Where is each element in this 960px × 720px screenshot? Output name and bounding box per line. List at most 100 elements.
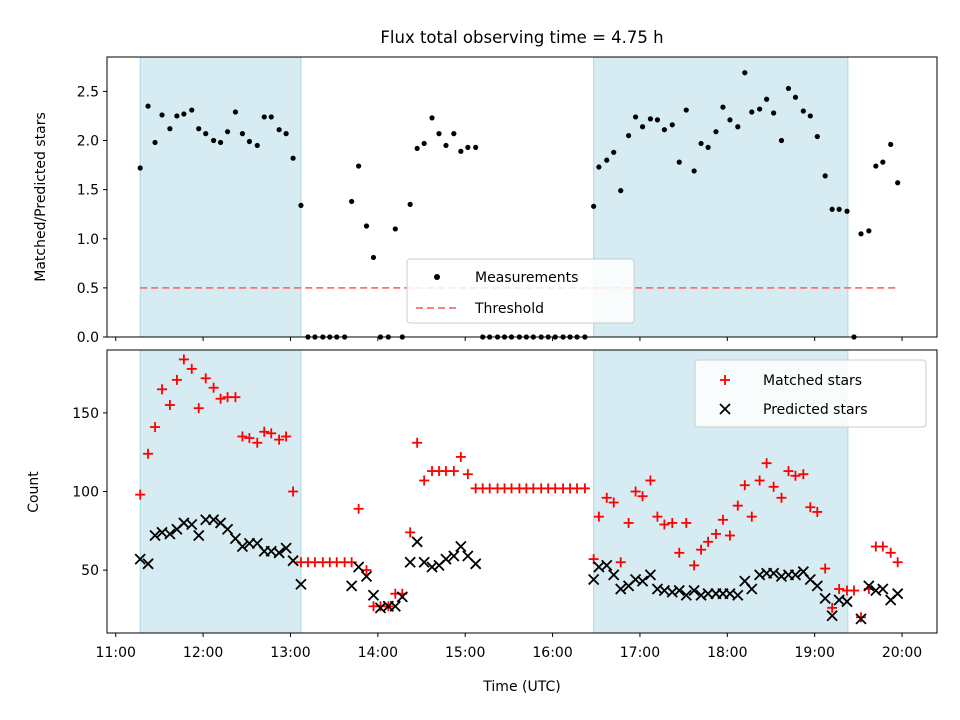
measurement-point [591,203,597,209]
predicted-star-point [819,592,831,605]
matched-star-point [615,557,626,568]
top-panel: 0.0 0.5 1.0 1.5 2.0 2.5 Matched/Predicted sta… [33,56,938,346]
measurement-point [407,201,413,207]
top-plot-frame [106,56,938,338]
measurement-point [451,131,457,137]
measurement-point [436,131,442,137]
measurement-point [181,111,187,117]
measurement-point [669,122,675,128]
matched-star-point [645,475,656,486]
measurement-point [829,206,835,212]
bottom-legend: Matched stars Predicted stars [694,359,927,428]
y-tick-label: 1.5 [77,183,99,199]
measurement-point [203,131,209,137]
predicted-star-point [295,578,307,590]
matched-star-point [720,375,730,385]
measurement-point [232,109,239,115]
predicted-star-point [396,591,408,603]
matched-star-point [754,475,765,486]
bottom-panel: 50 100 150 11:00 12:00 13:00 14:00 15:00 16:00 1… [26,349,938,695]
measurement-point [261,114,267,120]
predicted-star-point [352,561,365,573]
y-tick-label: 100 [72,485,99,501]
legend-x-glyph [719,403,731,415]
x-tick-label: 17:00 [620,645,660,661]
matched-star-point [732,500,743,511]
predicted-star-point [440,553,452,565]
matched-star-point [215,393,226,404]
measurement-point [159,112,165,118]
predicted-star-point [877,583,889,595]
matched-star-point [361,565,372,576]
predicted-star-point [470,558,482,570]
matched-star-point [776,492,787,503]
measurement-point [698,140,704,147]
predicted-star-point [789,569,802,581]
bottom-y-axis-label: Count [26,471,42,513]
matched-star-point [419,475,430,486]
matched-star-point [834,583,845,594]
predicted-star-point [673,584,685,597]
matched-star-point [855,612,866,623]
matched-star-point [244,433,255,444]
measurement-point [888,141,894,148]
matched-star-point [135,489,146,500]
matched-star-point [630,486,641,497]
matched-star-point [259,426,270,437]
matched-star-point [689,560,700,571]
measurement-point [174,113,180,119]
legend-measurements-label: Measurements [475,270,578,286]
measurement-point [705,144,711,150]
matched-star-point [164,400,175,411]
predicted-star-point [644,569,657,581]
matched-star-point [790,470,801,481]
measurement-point [735,124,741,130]
matched-star-point [237,431,248,442]
predicted-star-point [149,529,161,542]
x-tick-label: 20:00 [882,645,922,661]
y-tick-label: 50 [81,563,99,579]
x-tick-label: 15:00 [445,645,485,661]
matched-star-point [783,466,794,477]
measurement-point [771,110,777,116]
matched-star-point [768,481,779,492]
measurement-point [764,96,770,102]
predicted-star-point [142,558,154,570]
matched-star-point [601,492,612,503]
matched-star-point [667,517,678,528]
predicted-star-point [588,573,600,586]
measurement-point [720,104,726,110]
matched-star-point [412,437,423,448]
predicted-star-point [855,613,867,625]
predicted-star-point [448,550,460,562]
matched-star-point [761,458,772,469]
measurement-point [895,180,901,186]
measurement-point [742,70,748,76]
predicted-star-point [367,589,380,601]
matched-star-point [717,514,728,525]
measurement-point [866,228,872,234]
matched-star-point [230,392,241,403]
measurement-point [349,198,355,205]
predicted-star-point [608,569,620,581]
measurement-point [414,145,420,151]
x-tick-label: 14:00 [358,645,398,661]
matched-star-point [252,437,263,448]
matched-star-point [849,585,859,596]
matched-star-point [448,466,459,477]
measurement-point [239,131,246,137]
predicted-star-point [411,536,423,548]
measurement-point [611,149,617,155]
measurement-point [792,94,799,100]
measurement-point [196,126,202,132]
matched-star-point [455,451,466,462]
measurement-point [217,139,224,146]
matched-star-point [724,530,735,541]
predicted-star-point [636,575,649,587]
predicted-star-point [221,523,234,535]
matched-star-point [462,469,473,480]
matched-star-point [703,536,714,547]
measurement-point [596,164,602,170]
y-tick-label: 0.0 [77,330,99,346]
